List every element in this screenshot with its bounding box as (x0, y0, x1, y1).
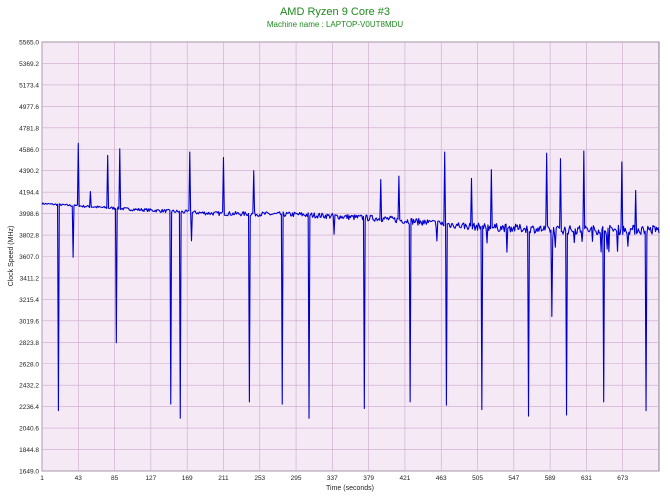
series-line-clock-speed (41, 142, 660, 419)
x-tick-label: 169 (182, 475, 193, 482)
x-tick-label: 1 (40, 475, 44, 482)
y-tick-label: 5173.4 (19, 82, 39, 89)
y-tick-label: 3607.0 (19, 254, 39, 261)
y-tick-label: 4586.0 (19, 147, 39, 154)
y-tick-label: 2628.0 (19, 361, 39, 368)
y-tick-label: 3215.4 (19, 297, 39, 304)
y-tick-label: 2432.2 (19, 383, 39, 390)
x-tick-label: 421 (400, 475, 411, 482)
x-tick-label: 211 (218, 475, 229, 482)
x-tick-label: 463 (436, 475, 447, 482)
y-tick-label: 3019.6 (19, 318, 39, 325)
y-tick-label: 3802.8 (19, 233, 39, 240)
x-tick-label: 547 (508, 475, 519, 482)
x-tick-label: 43 (75, 475, 83, 482)
x-tick-label: 631 (581, 475, 592, 482)
grid-lines (41, 41, 659, 472)
y-tick-label: 3998.6 (19, 211, 39, 218)
y-tick-label: 1844.8 (19, 447, 39, 454)
x-tick-label: 253 (254, 475, 265, 482)
y-tick-label: 4781.8 (19, 125, 39, 132)
chart-subtitle: Machine name : LAPTOP-V0UT8MDU (267, 20, 404, 29)
x-tick-label: 127 (145, 475, 156, 482)
x-tick-label: 85 (111, 475, 119, 482)
x-tick-label: 379 (363, 475, 374, 482)
y-tick-label: 5565.0 (19, 40, 39, 47)
x-tick-label: 673 (617, 475, 628, 482)
x-tick-label: 337 (327, 475, 338, 482)
x-axis-label: Time (seconds) (326, 485, 374, 492)
x-tick-label: 505 (472, 475, 483, 482)
y-tick-label: 5369.2 (19, 61, 39, 68)
y-tick-label: 1649.0 (19, 469, 39, 476)
y-tick-label: 2236.4 (19, 404, 39, 411)
y-axis-ticks: 1649.0 1844.8 2040.6 2236.4 2432.2 2628.0 2823… (19, 40, 39, 476)
x-tick-label: 295 (291, 475, 302, 482)
x-axis-ticks: 1 43 85 127 169 211 253 295 337 379 421 463 505 547 58… (40, 475, 628, 482)
y-axis-label: Clock Speed (MHz) (8, 226, 15, 287)
y-tick-label: 2040.6 (19, 426, 39, 433)
x-tick-label: 589 (545, 475, 556, 482)
y-tick-label: 2823.8 (19, 340, 39, 347)
chart-title: AMD Ryzen 9 Core #3 (280, 6, 390, 18)
y-tick-label: 4194.4 (19, 190, 39, 197)
y-tick-label: 4977.6 (19, 104, 39, 111)
y-tick-label: 4390.2 (19, 168, 39, 175)
y-tick-label: 3411.2 (20, 275, 40, 282)
